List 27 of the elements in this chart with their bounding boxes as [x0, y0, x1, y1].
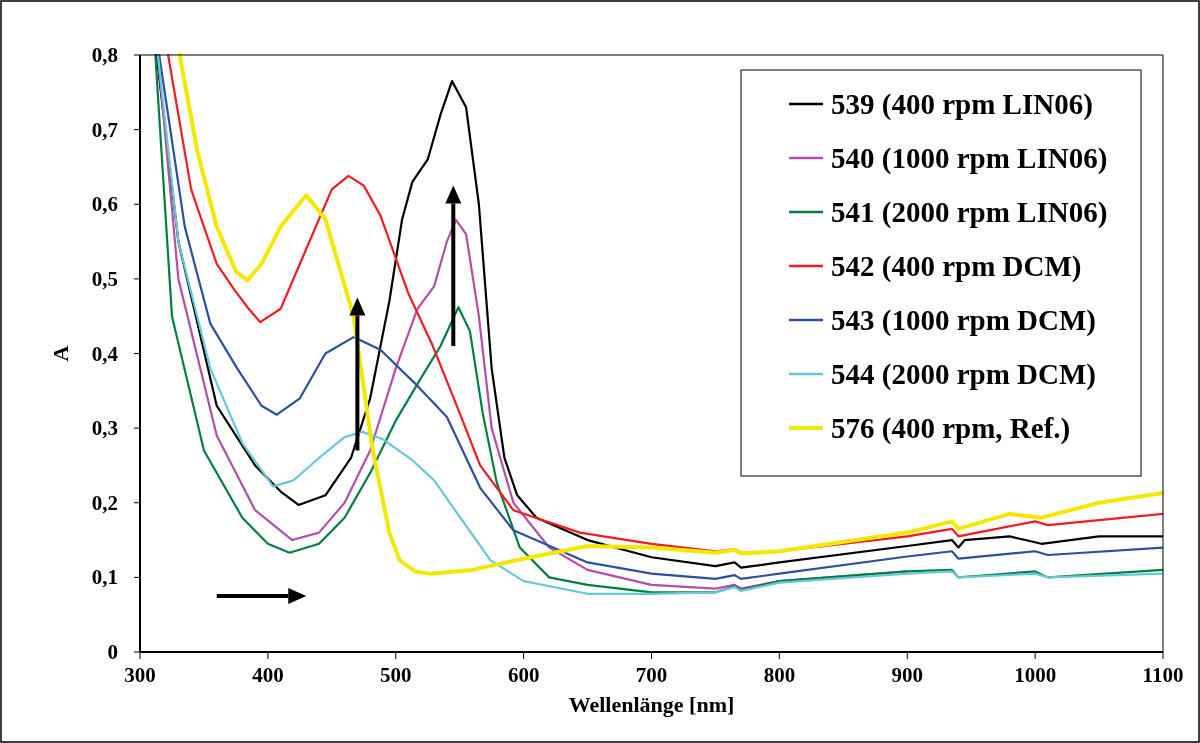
y-tick-label: 0,7: [91, 117, 118, 142]
legend-label: 540 (1000 rpm LIN06): [831, 142, 1108, 175]
y-tick-label: 0,8: [91, 43, 118, 67]
x-tick-label: 300: [124, 663, 156, 687]
x-tick-label: 600: [507, 663, 540, 687]
y-tick-label: 0,3: [91, 416, 118, 441]
x-tick-label: 900: [891, 663, 923, 687]
legend-label: 544 (2000 rpm DCM): [831, 358, 1096, 391]
x-tick-label: 1000: [1014, 663, 1057, 687]
legend-label: 543 (1000 rpm DCM): [831, 304, 1096, 337]
y-tick-label: 0,4: [91, 341, 119, 366]
y-tick-label: 0,2: [91, 490, 118, 515]
x-tick-label: 700: [635, 663, 668, 687]
legend-label: 576 (400 rpm, Ref.): [831, 412, 1071, 445]
x-tick-label: 800: [763, 663, 796, 687]
x-tick-label: 400: [252, 663, 284, 687]
y-tick-label: 0,1: [91, 565, 118, 590]
legend-label: 539 (400 rpm LIN06): [831, 88, 1093, 121]
y-axis-title: A: [48, 345, 73, 362]
y-tick-label: 0,5: [91, 266, 118, 291]
x-tick-label: 1100: [1142, 663, 1184, 687]
legend-label: 541 (2000 rpm LIN06): [831, 196, 1108, 229]
x-axis-title: Wellenlänge [nm]: [568, 692, 735, 717]
legend-label: 542 (400 rpm DCM): [831, 250, 1082, 283]
x-tick-label: 500: [380, 663, 412, 687]
y-tick-label: 0: [107, 640, 118, 664]
y-tick-label: 0,6: [91, 192, 118, 217]
